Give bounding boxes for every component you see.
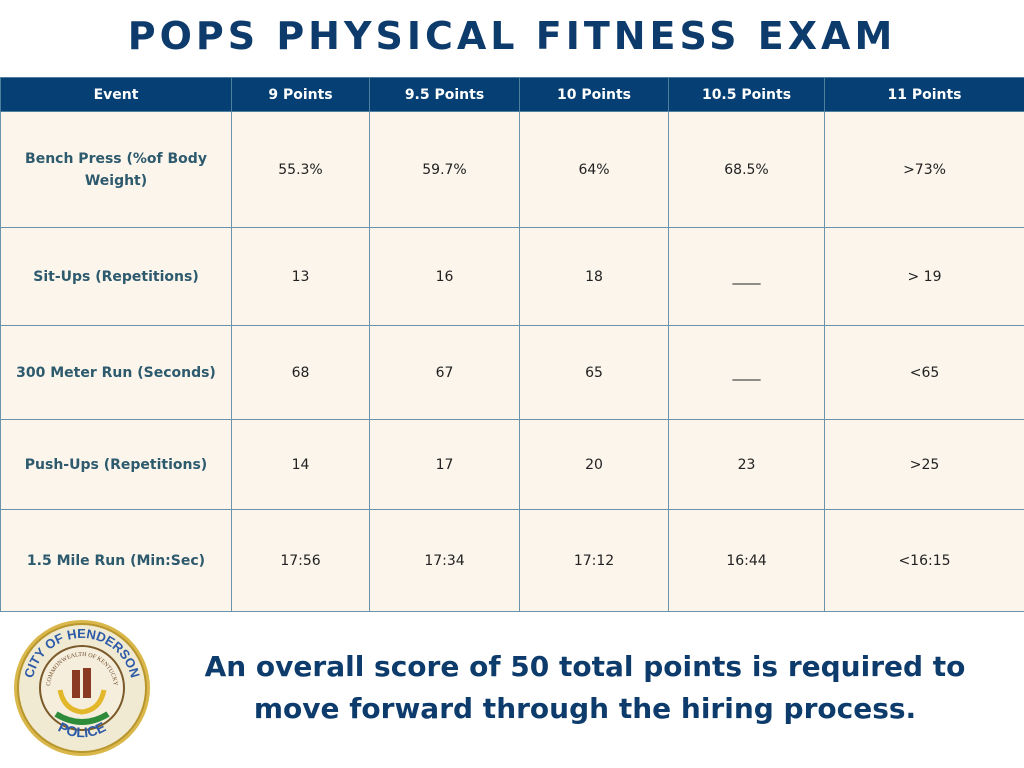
score-cell: >73% [824, 111, 1024, 228]
score-cell: 68 [231, 325, 370, 420]
score-cell: <16:15 [824, 509, 1024, 612]
table-row: 300 Meter Run (Seconds) 68 67 65 ____ <65 [0, 325, 1024, 420]
event-name: 300 Meter Run (Seconds) [0, 325, 232, 420]
score-cell: 17:56 [231, 509, 370, 612]
score-cell: 16:44 [668, 509, 825, 612]
score-cell: 68.5% [668, 111, 825, 228]
score-cell: 17 [369, 419, 520, 510]
score-cell: 65 [519, 325, 669, 420]
score-cell: 59.7% [369, 111, 520, 228]
header-cell: Event [0, 77, 232, 112]
score-cell: ____ [668, 227, 825, 326]
score-cell: ____ [668, 325, 825, 420]
table-row: Push-Ups (Repetitions) 14 17 20 23 >25 [0, 419, 1024, 510]
requirement-note: An overall score of 50 total points is r… [204, 650, 966, 725]
event-name: Bench Press (%of Body Weight) [0, 111, 232, 228]
page-title: POPS PHYSICAL FITNESS EXAM [127, 14, 897, 58]
event-name: 1.5 Mile Run (Min:Sec) [0, 509, 232, 612]
score-cell: 17:34 [369, 509, 520, 612]
header-cell: 9.5 Points [369, 77, 520, 112]
table-row: Bench Press (%of Body Weight) 55.3% 59.7% 6… [0, 111, 1024, 228]
score-cell: <65 [824, 325, 1024, 420]
header-cell: 10.5 Points [668, 77, 825, 112]
score-cell: 18 [519, 227, 669, 326]
score-cell: 13 [231, 227, 370, 326]
score-cell: 67 [369, 325, 520, 420]
score-cell: > 19 [824, 227, 1024, 326]
score-cell: 55.3% [231, 111, 370, 228]
header-cell: 9 Points [231, 77, 370, 112]
svg-text:POLICE: POLICE [56, 719, 108, 741]
table-row: Sit-Ups (Repetitions) 13 16 18 ____ > 19 [0, 227, 1024, 326]
score-cell: 16 [369, 227, 520, 326]
table-row: 1.5 Mile Run (Min:Sec) 17:56 17:34 17:12 16:… [0, 509, 1024, 612]
table-header-row: Event 9 Points 9.5 Points 10 Points 10.5… [0, 77, 1024, 112]
header-cell: 11 Points [824, 77, 1024, 112]
event-name: Sit-Ups (Repetitions) [0, 227, 232, 326]
header-cell: 10 Points [519, 77, 669, 112]
score-cell: >25 [824, 419, 1024, 510]
city-of-henderson-police-seal: CITY OF HENDERSON POLICE COMMONWEALTH OF… [14, 620, 150, 756]
score-cell: 17:12 [519, 509, 669, 612]
score-cell: 23 [668, 419, 825, 510]
score-cell: 14 [231, 419, 370, 510]
score-cell: 64% [519, 111, 669, 228]
fitness-table: Event 9 Points 9.5 Points 10 Points 10.5… [0, 77, 1024, 612]
event-name: Push-Ups (Repetitions) [0, 419, 232, 510]
score-cell: 20 [519, 419, 669, 510]
